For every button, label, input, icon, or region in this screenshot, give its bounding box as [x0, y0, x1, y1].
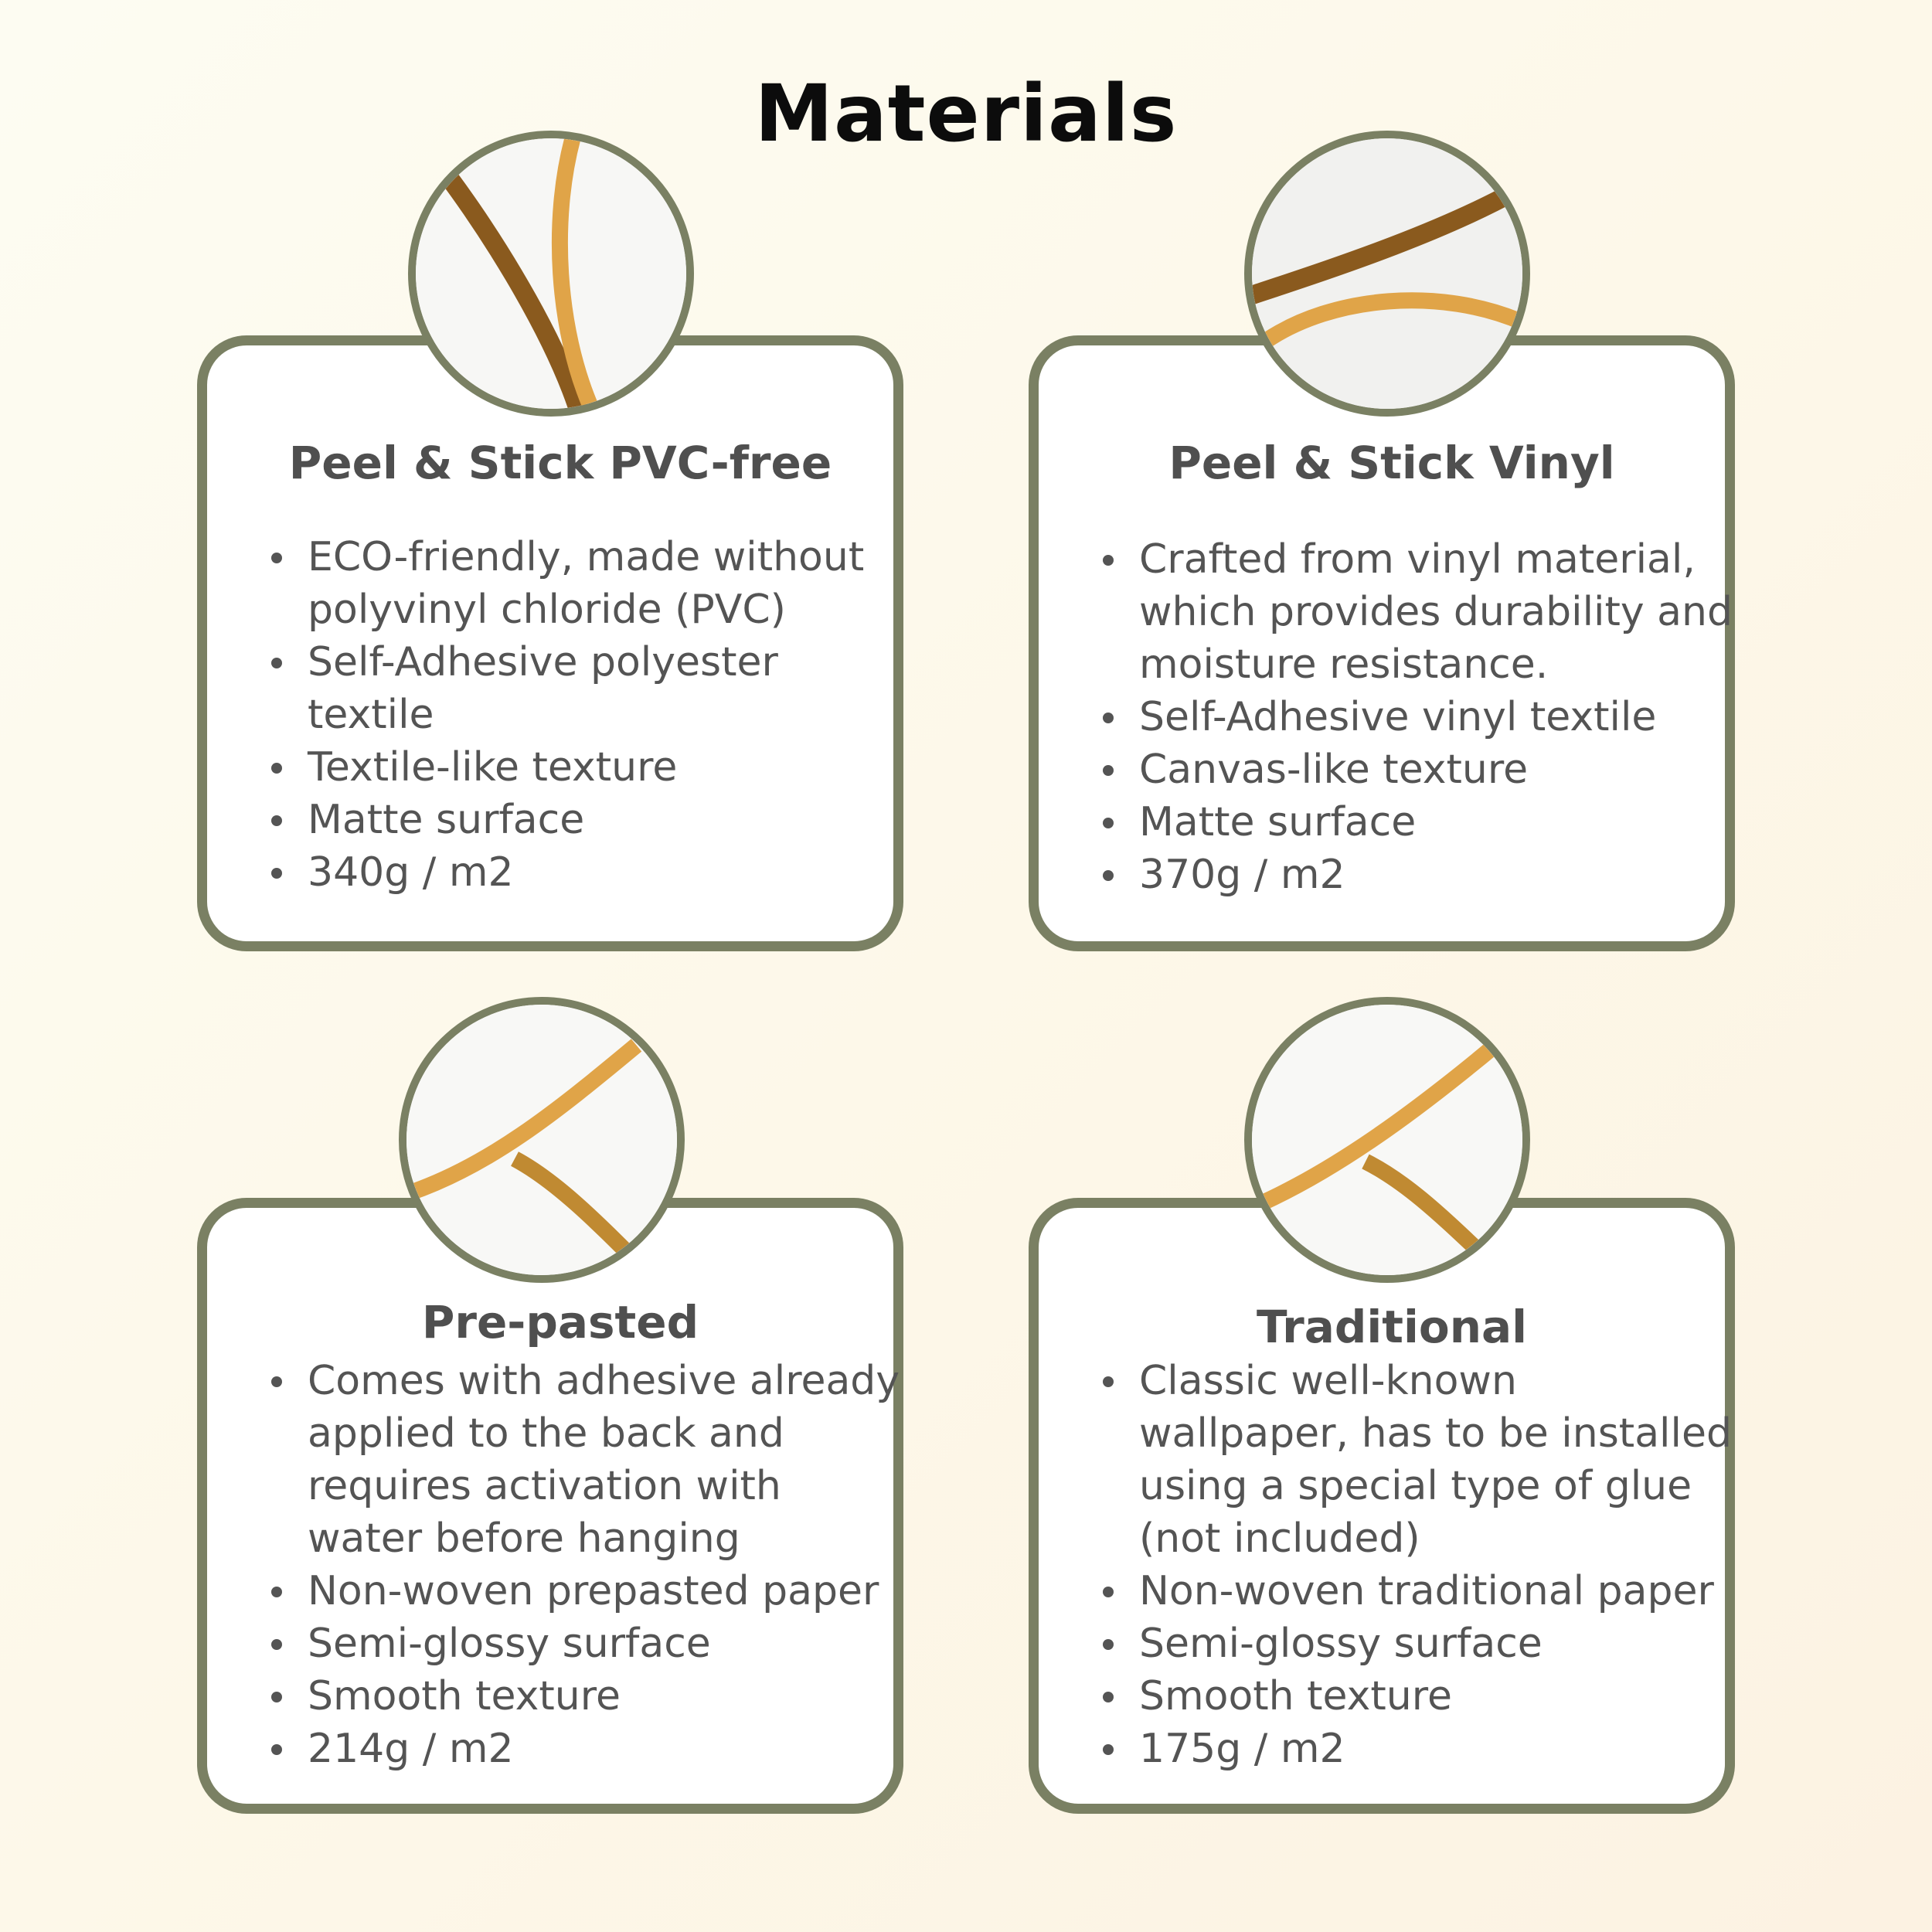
texture-swatch-image — [399, 997, 685, 1283]
list-item: Self-Adhesive vinyl textile — [1100, 691, 1734, 743]
card-heading: Peel & Stick Vinyl — [1168, 437, 1615, 489]
card-heading: Traditional — [1256, 1301, 1528, 1353]
list-item: 175g / m2 — [1100, 1723, 1734, 1775]
list-item: Non-woven traditional paper — [1100, 1565, 1734, 1617]
list-item: Comes with adhesive already applied to t… — [269, 1355, 903, 1565]
list-item: Canvas-like texture — [1100, 743, 1734, 796]
list-item: Matte surface — [269, 794, 903, 846]
list-item: Semi-glossy surface — [1100, 1617, 1734, 1670]
list-item: 214g / m2 — [269, 1723, 903, 1775]
list-item: Non-woven prepasted paper — [269, 1565, 903, 1617]
list-item: Smooth texture — [1100, 1670, 1734, 1723]
card-heading: Peel & Stick PVC-free — [288, 437, 832, 489]
feature-list: Classic well-known wallpaper, has to be … — [1100, 1355, 1734, 1775]
list-item: Smooth texture — [269, 1670, 903, 1723]
list-item: Classic well-known wallpaper, has to be … — [1100, 1355, 1734, 1565]
feature-list: Comes with adhesive already applied to t… — [269, 1355, 903, 1775]
texture-swatch-image — [1244, 131, 1530, 417]
texture-swatch-image — [1244, 997, 1530, 1283]
feature-list: Crafted from vinyl material, which provi… — [1100, 533, 1734, 901]
list-item: 370g / m2 — [1100, 849, 1734, 901]
list-item: 340g / m2 — [269, 846, 903, 899]
material-card-pre-pasted: Pre-pasted Comes with adhesive already a… — [197, 1198, 903, 1814]
list-item: Matte surface — [1100, 796, 1734, 849]
list-item: Self-Adhesive polyester textile — [269, 636, 903, 741]
feature-list: ECO-friendly, made without polyvinyl chl… — [269, 531, 903, 899]
material-card-traditional: Traditional Classic well-known wallpaper… — [1029, 1198, 1735, 1814]
page-title: Materials — [754, 68, 1178, 160]
list-item: Crafted from vinyl material, which provi… — [1100, 533, 1734, 691]
list-item: Textile-like texture — [269, 741, 903, 794]
texture-swatch-image — [408, 131, 694, 417]
material-card-vinyl: Peel & Stick Vinyl Crafted from vinyl ma… — [1029, 335, 1735, 951]
card-heading: Pre-pasted — [421, 1296, 699, 1349]
list-item: ECO-friendly, made without polyvinyl chl… — [269, 531, 903, 636]
material-card-pvc-free: Peel & Stick PVC-free ECO-friendly, made… — [197, 335, 903, 951]
list-item: Semi-glossy surface — [269, 1617, 903, 1670]
